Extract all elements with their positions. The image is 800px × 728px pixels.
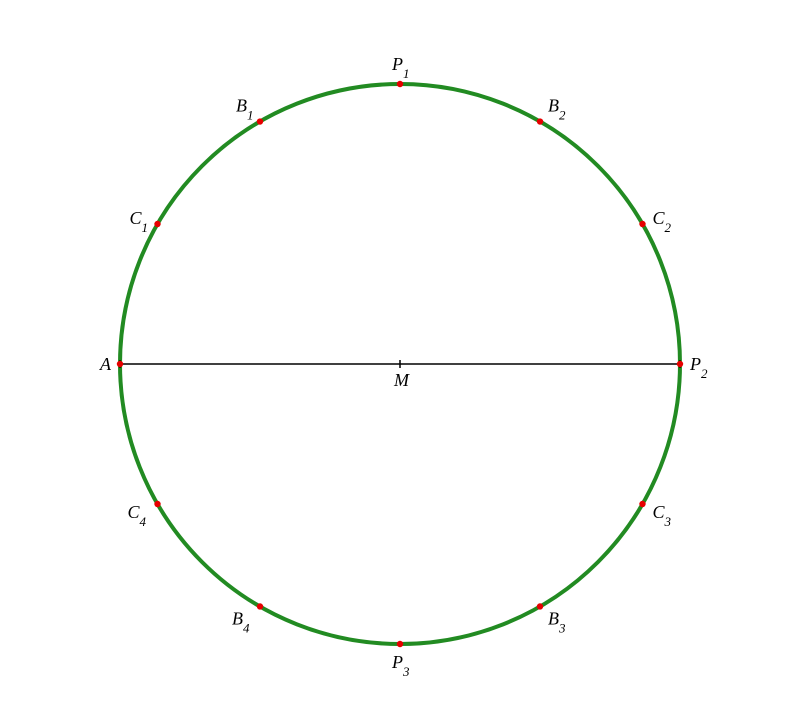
point-c2 xyxy=(639,221,645,227)
point-c1 xyxy=(154,221,160,227)
point-label-a: A xyxy=(99,354,112,374)
point-b2 xyxy=(537,118,543,124)
point-b4 xyxy=(257,603,263,609)
circle-diagram: MAC1B1P1B2C2P2C3B3P3B4C4 xyxy=(0,0,800,728)
point-c4 xyxy=(154,501,160,507)
point-p1 xyxy=(397,81,403,87)
center-label: M xyxy=(393,370,410,390)
point-b3 xyxy=(537,603,543,609)
point-a xyxy=(117,361,123,367)
point-p3 xyxy=(397,641,403,647)
point-c3 xyxy=(639,501,645,507)
point-b1 xyxy=(257,118,263,124)
point-p2 xyxy=(677,361,683,367)
